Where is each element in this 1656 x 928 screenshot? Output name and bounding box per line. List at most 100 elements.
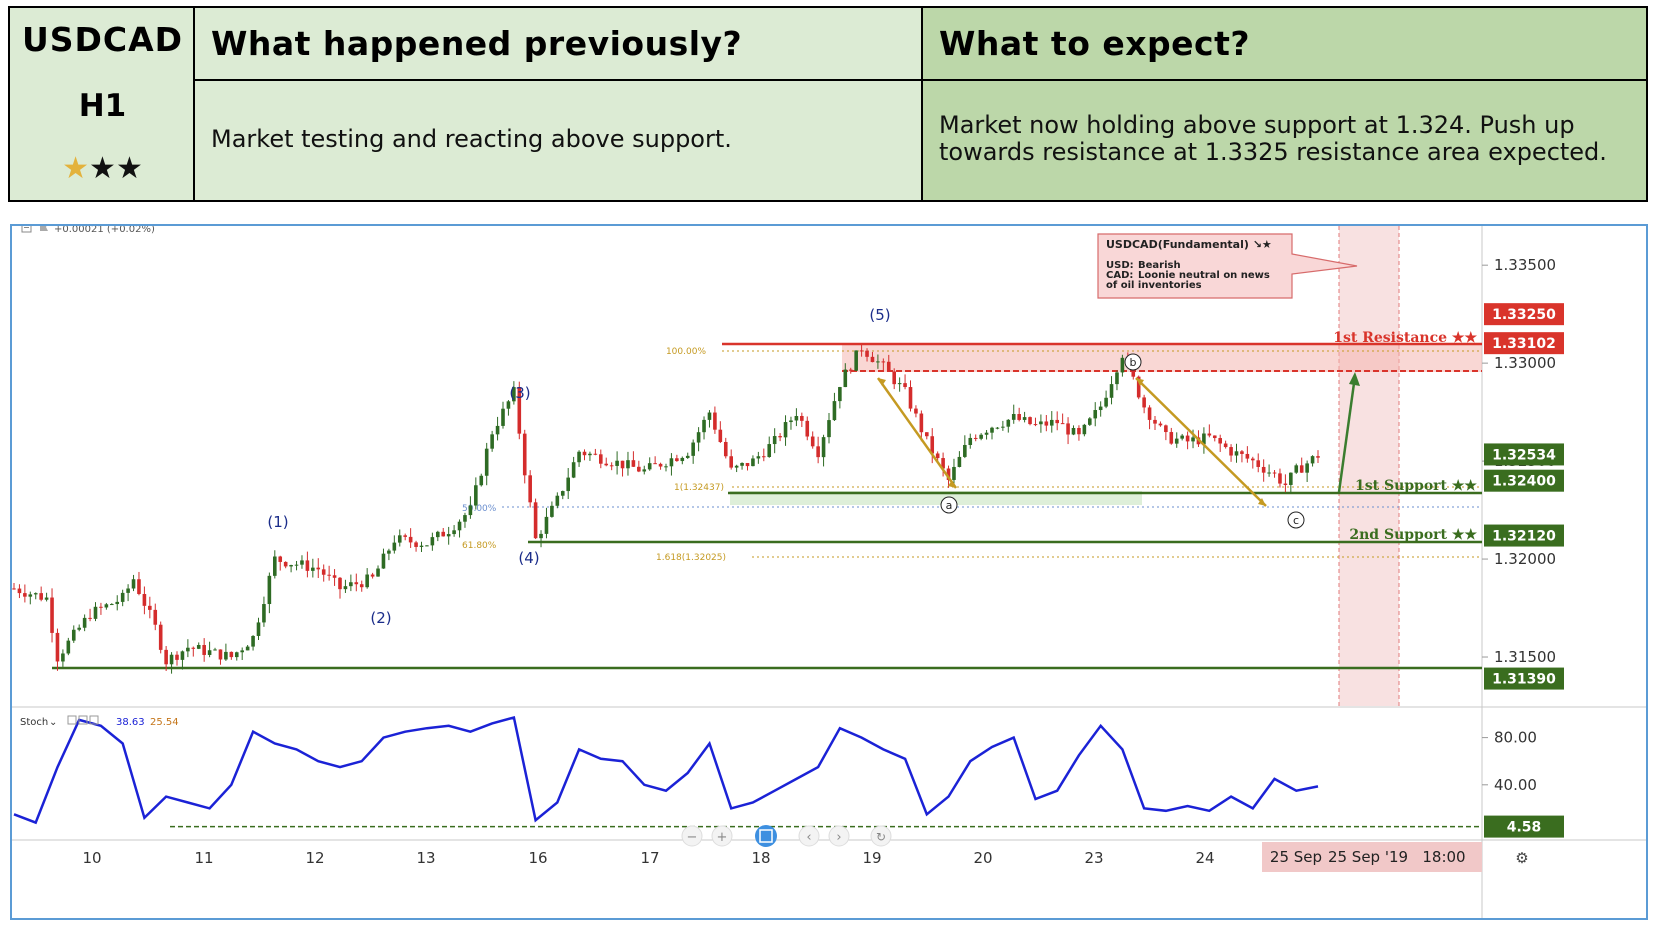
candle-body xyxy=(300,560,304,565)
candle-body xyxy=(707,412,712,420)
candle-body xyxy=(772,436,777,445)
candle-body xyxy=(1011,413,1016,420)
candle-body xyxy=(935,453,940,459)
candle-body xyxy=(990,427,994,433)
settings-gear-icon[interactable]: ⚙ xyxy=(1515,849,1528,867)
rating-stars: ★★★ xyxy=(10,154,195,184)
candle-body xyxy=(414,542,418,547)
candle-body xyxy=(430,537,435,546)
stoch-settings-icon[interactable] xyxy=(78,715,88,725)
candle-body xyxy=(886,361,891,372)
time-tick-label: 19 xyxy=(862,849,881,867)
candle-body xyxy=(723,441,728,457)
fib-1-label: 1(1.32437) xyxy=(674,483,724,493)
zoom-toolbar: − + ‹ › ↻ xyxy=(681,825,892,847)
candle-body xyxy=(153,609,158,625)
wave-label-5: (5) xyxy=(869,306,890,324)
candle-body xyxy=(392,542,397,551)
usd-value: Bearish xyxy=(1138,260,1181,271)
candle-body xyxy=(946,468,951,480)
candle-body xyxy=(240,650,244,653)
stoch-tag-label: 4.58 xyxy=(1507,820,1542,836)
candle-body xyxy=(1055,419,1059,424)
candle-body xyxy=(142,593,147,606)
candle-body xyxy=(626,460,630,469)
scroll-left-button[interactable] xyxy=(798,825,820,847)
candle-body xyxy=(1278,473,1282,484)
candle-body xyxy=(1191,437,1195,442)
time-label-start: 25 Sep xyxy=(1270,848,1322,866)
candle-body xyxy=(734,465,739,468)
candle-body xyxy=(321,569,326,575)
candle-body xyxy=(1169,432,1174,444)
candle-body xyxy=(1109,384,1114,398)
candle-body xyxy=(408,536,413,543)
price-tick-label: 1.31500 xyxy=(1494,648,1556,666)
fit-button[interactable] xyxy=(755,825,777,847)
stoch-eye-icon[interactable] xyxy=(67,715,77,725)
zoom-out-button[interactable] xyxy=(681,825,703,847)
wave-label-c-text: c xyxy=(1293,514,1299,527)
scroll-right-button[interactable] xyxy=(828,825,850,847)
fundamental-title: USDCAD(Fundamental) ↘★ xyxy=(1106,238,1272,251)
stoch-k-value: 38.63 xyxy=(116,717,145,728)
candle-body xyxy=(1202,433,1206,445)
zoom-in-icon: + xyxy=(717,830,728,845)
candle-body xyxy=(1174,438,1179,444)
wave-arrows xyxy=(876,372,1360,507)
candle-body xyxy=(560,491,565,496)
candle-body xyxy=(1256,460,1261,467)
stoch-close-icon[interactable] xyxy=(89,715,99,725)
candle-body xyxy=(180,651,185,660)
price-tag-label: 1.32534 xyxy=(1492,447,1556,463)
candle-body xyxy=(316,567,321,570)
time-tick-label: 20 xyxy=(973,849,992,867)
previous-body: Market testing and reacting above suppor… xyxy=(195,81,923,200)
forecast-zone xyxy=(1339,226,1399,706)
candle-body xyxy=(1180,435,1184,439)
candle-body xyxy=(870,356,875,363)
candle-body xyxy=(1088,418,1092,425)
time-tick-label: 24 xyxy=(1195,849,1214,867)
pair-cell: USDCAD H1 ★★★ xyxy=(10,8,195,200)
wave-label-1: (1) xyxy=(267,513,288,531)
candle-body xyxy=(1006,419,1011,427)
candle-body xyxy=(1033,424,1038,426)
candle-body xyxy=(675,458,679,462)
expect-header: What to expect? xyxy=(923,8,1646,81)
candle-body xyxy=(224,651,228,660)
wave-label-b-text: b xyxy=(1130,356,1137,369)
candle-body xyxy=(696,432,701,443)
candle-body xyxy=(1261,466,1266,473)
candle-body xyxy=(1305,463,1309,473)
candle-body xyxy=(1229,447,1233,456)
candle-body xyxy=(55,632,60,662)
chevron-left-icon: ‹ xyxy=(806,830,811,845)
stoch-dropdown-icon[interactable]: ⌄ xyxy=(49,717,57,728)
candle-body xyxy=(381,553,386,569)
candle-body xyxy=(419,545,424,547)
candle-body xyxy=(1212,435,1217,439)
candle-body xyxy=(365,574,369,588)
candle-body xyxy=(251,635,255,647)
candle-body xyxy=(767,444,772,457)
fib-1618-label: 1.618(1.32025) xyxy=(656,553,726,563)
cad-key: CAD: xyxy=(1106,270,1133,281)
price-tags: 1.33250 1.33102 1.32534 1.32400 1.32120 1.313… xyxy=(1484,303,1564,690)
candle-body xyxy=(669,458,674,467)
candle-body xyxy=(289,565,293,567)
candle-body xyxy=(1136,376,1141,398)
candle-body xyxy=(740,462,744,466)
star-icon: ★ xyxy=(62,151,90,186)
wave-label-a xyxy=(940,496,958,514)
reset-button[interactable] xyxy=(870,825,892,847)
candle-body xyxy=(680,457,685,462)
candle-body xyxy=(1289,472,1293,485)
candle-body xyxy=(1185,435,1190,442)
candle-body xyxy=(93,606,98,619)
candle-body xyxy=(1158,423,1163,426)
previous-title: What happened previously? xyxy=(211,24,743,63)
candle-body xyxy=(903,383,907,388)
candle-body xyxy=(120,592,125,602)
zoom-in-button[interactable] xyxy=(711,825,733,847)
